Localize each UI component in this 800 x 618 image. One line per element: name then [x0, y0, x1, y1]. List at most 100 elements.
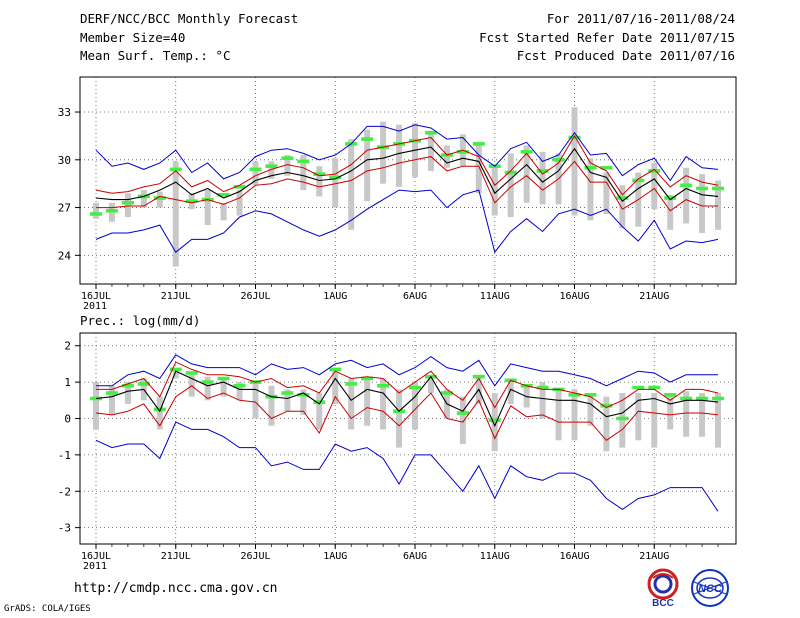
prec-range-bar: [268, 385, 275, 426]
temp-median-marker: [217, 193, 230, 197]
temp-range-bar: [396, 124, 403, 187]
temp-median-marker: [632, 178, 645, 183]
temp-median-marker: [153, 196, 166, 200]
temp-median-marker: [329, 175, 342, 180]
temp-year-label: 2011: [83, 301, 107, 312]
temp-median-marker: [121, 200, 134, 205]
temp-ytick-label: 30: [58, 154, 71, 167]
prec-range-bar: [332, 371, 339, 404]
prec-range-bar: [715, 393, 722, 448]
prec-range-bar: [204, 376, 211, 401]
temp-range-bar: [124, 193, 131, 218]
temp-median-marker: [680, 183, 693, 188]
prec-range-bar: [124, 382, 131, 404]
grads-credit: GrADS: COLA/IGES: [4, 604, 91, 614]
prec-range-bar: [571, 389, 578, 441]
prec-range-bar: [236, 382, 243, 401]
temp-median-marker: [472, 142, 485, 146]
prec-ytick-label: 0: [64, 412, 71, 425]
prec-panel-title: Prec.: log(mm/d): [80, 313, 200, 328]
prec-range-bar: [539, 382, 546, 419]
member-size-label: Member Size=40: [80, 30, 186, 45]
prec-median-marker: [472, 374, 485, 379]
prec-range-bar: [587, 393, 594, 426]
prec-median-marker: [185, 371, 198, 375]
prec-xtick-label: 21JUL: [161, 551, 191, 562]
temp-median-marker: [233, 185, 246, 189]
temp-range-bar: [220, 202, 227, 221]
temp-range-bar: [284, 155, 291, 176]
temp-median-marker: [313, 172, 326, 176]
temp-plot-frame: [79, 76, 737, 285]
prec-median-marker: [233, 383, 246, 388]
prec-range-bar: [619, 393, 626, 448]
temp-median-marker: [456, 150, 469, 154]
temp-range-bar: [587, 158, 594, 221]
temp-range-bar: [683, 167, 690, 224]
prec-median-marker: [361, 376, 374, 381]
temp-median-marker: [90, 212, 102, 216]
temp-xtick-label: 26JUL: [240, 291, 270, 302]
temp-range-bar: [667, 194, 674, 230]
prec-ytick-label: -3: [58, 522, 71, 535]
temp-range-bar: [172, 161, 179, 267]
prec-xtick-label: 16JUL: [81, 551, 111, 562]
prec-range-bar: [507, 380, 514, 404]
start-date-label: Fcst Started Refer Date 2011/07/15: [479, 30, 735, 45]
prec-median-marker: [201, 380, 214, 384]
prec-median-marker: [313, 400, 326, 404]
temp-median-marker: [105, 208, 118, 213]
temp-range-bar: [507, 153, 514, 218]
prec-mean-line: [95, 370, 719, 428]
temp-range-bar: [699, 174, 706, 234]
temp-xtick-label: 21JUL: [161, 291, 191, 302]
temp-range-bar: [268, 161, 275, 179]
temp-median-marker: [712, 186, 725, 191]
temp-range-bar: [332, 158, 339, 208]
prec-median-marker: [217, 376, 230, 381]
temp-median-marker: [424, 130, 437, 135]
temp-upper-line: [95, 134, 719, 196]
prec-median-marker: [137, 382, 150, 386]
forecast-period-label: For 2011/07/16-2011/08/24: [546, 11, 735, 26]
prec-range-bar: [156, 396, 163, 430]
prec-year-label: 2011: [83, 561, 107, 572]
temp-median-marker: [616, 196, 629, 200]
temp-range-bar: [539, 151, 546, 205]
bcc-logo-text: BCC: [652, 598, 674, 608]
temp-ytick-label: 24: [58, 249, 72, 262]
prec-range-bar: [380, 378, 387, 430]
prec-min-line: [95, 421, 719, 512]
prec-median-marker: [409, 385, 421, 390]
prec-lower-line: [95, 385, 719, 441]
temp-ytick-label: 33: [58, 106, 71, 119]
prec-xtick-label: 16AUG: [559, 551, 589, 562]
prec-median-marker: [696, 396, 709, 401]
prec-range-bar: [683, 391, 690, 437]
temp-median-marker: [568, 135, 581, 140]
temp-range-bar: [316, 166, 323, 197]
prec-range-bar: [364, 378, 371, 426]
prec-median-marker: [536, 385, 549, 390]
prec-median-marker: [169, 367, 182, 372]
prec-median-marker: [121, 383, 134, 388]
prec-range-bar: [699, 393, 706, 437]
ncc-logo-text: NCC: [698, 583, 723, 595]
source-url[interactable]: http://cmdp.ncc.cma.gov.cn: [74, 581, 278, 596]
prec-range-bar: [93, 382, 99, 430]
prec-median-marker: [632, 385, 645, 390]
prec-xtick-label: 6AUG: [403, 551, 427, 562]
prec-xtick-label: 26JUL: [240, 551, 270, 562]
prec-range-bar: [412, 382, 418, 430]
temp-median-marker: [696, 186, 709, 191]
temp-median-marker: [281, 156, 294, 161]
precipitation-panel: -3 -2 -1 0 1 2 16JUL 21JUL 26JUL 1AUG 6AUG 11AUG 16A…: [58, 313, 737, 572]
prec-range-bar: [491, 393, 498, 452]
temp-xtick-label: 1AUG: [323, 291, 347, 302]
temp-range-bar: [140, 190, 147, 208]
temp-range-bar: [364, 129, 371, 202]
temp-range-bar: [380, 121, 387, 184]
prec-range-bar: [284, 389, 291, 412]
temp-range-bar: [93, 202, 99, 219]
